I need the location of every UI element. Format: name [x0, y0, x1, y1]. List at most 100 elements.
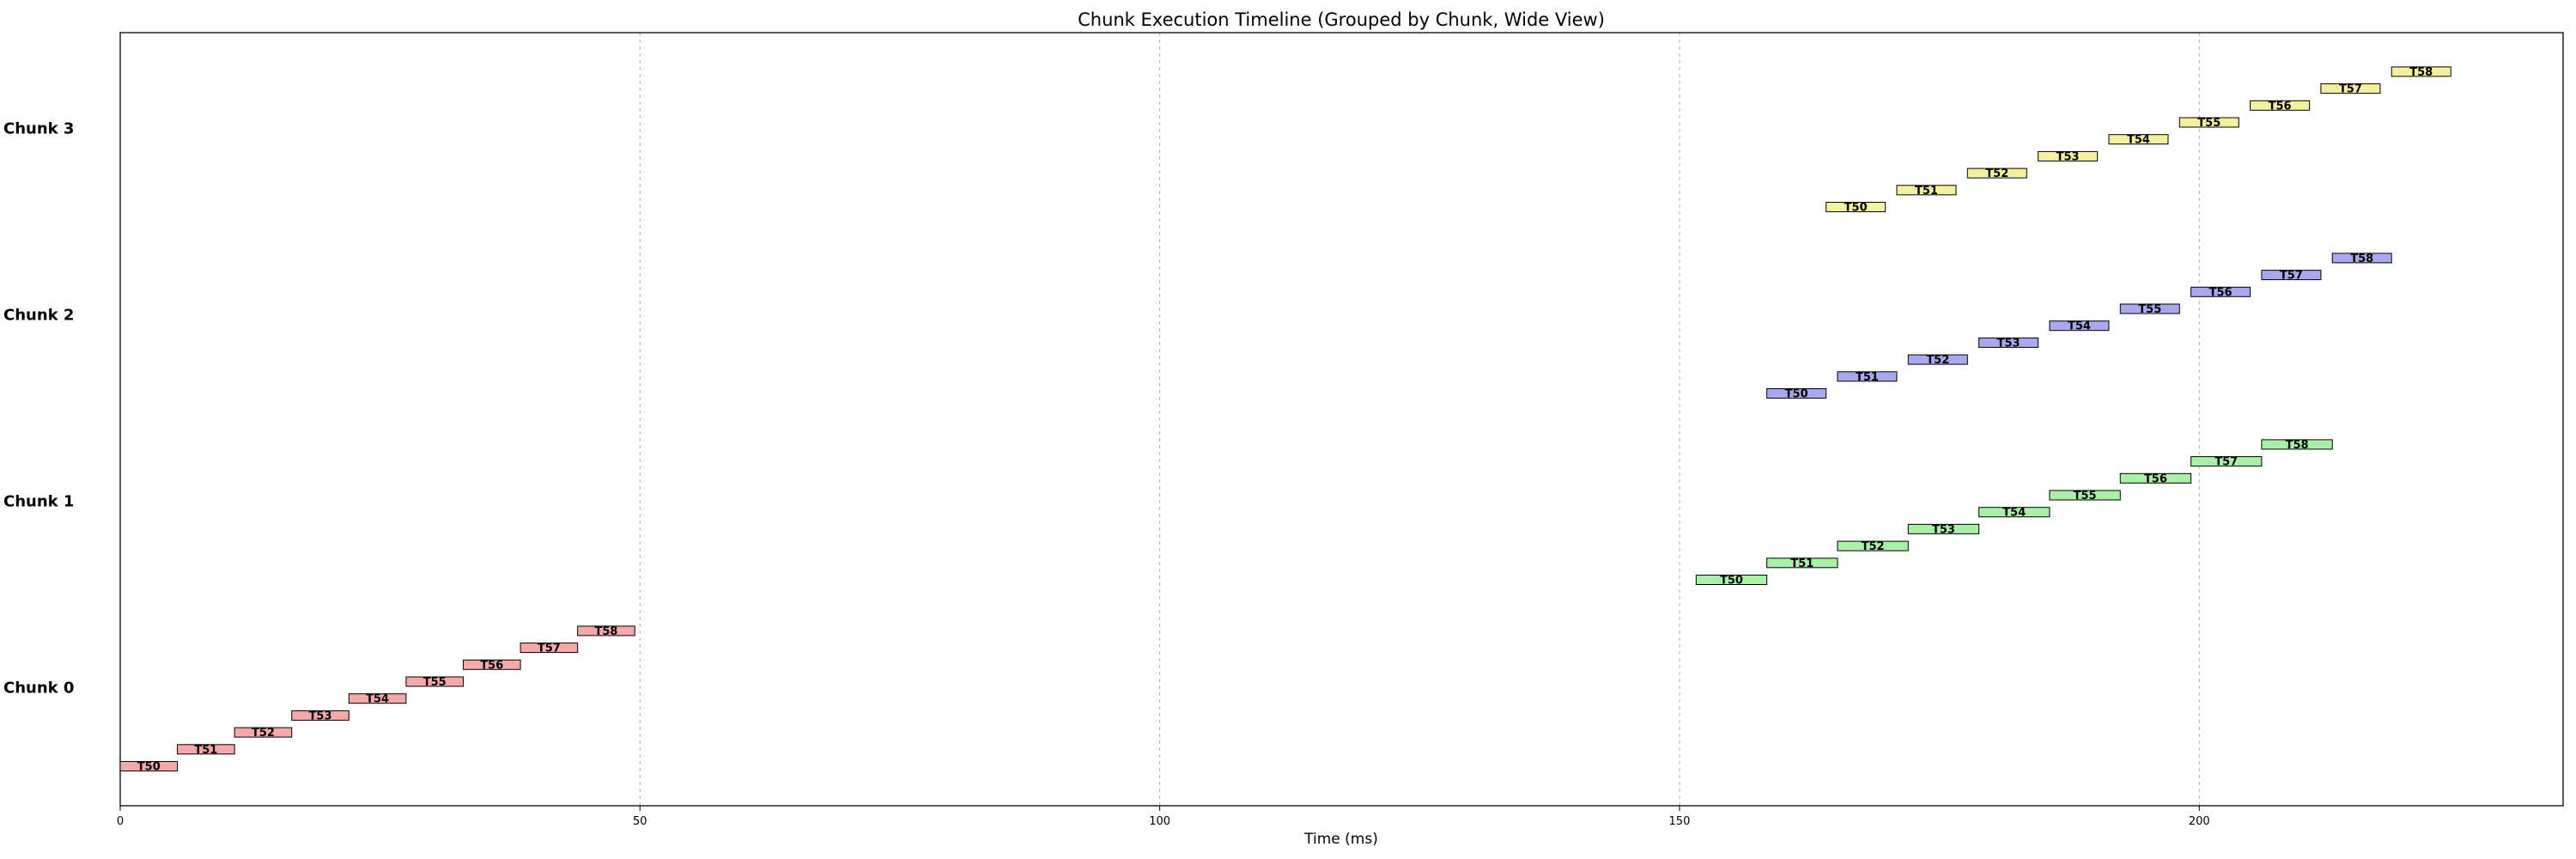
chunk-label: Chunk 1 [3, 492, 74, 510]
task-label: T57 [538, 643, 561, 655]
task-bar: T56 [2250, 100, 2311, 113]
task-bar: T54 [2108, 134, 2169, 147]
task-bar: T56 [463, 659, 521, 672]
task-bar-rect [1966, 168, 2027, 179]
task-bar: T54 [2049, 320, 2110, 333]
task-bar: T54 [1978, 507, 2050, 520]
task-label: T55 [423, 676, 447, 689]
task-bar-rect [234, 727, 293, 738]
task-label: T57 [2280, 270, 2303, 283]
task-label: T55 [2074, 490, 2097, 503]
task-bar: T58 [2331, 253, 2392, 265]
task-label: T50 [1844, 202, 1868, 215]
x-axis: 0 50 100 150 200 [117, 806, 2210, 828]
task-bar-rect [2178, 117, 2239, 128]
task-bar: T56 [2190, 286, 2251, 299]
task-bar: T55 [2178, 117, 2239, 130]
task-bar: T52 [1966, 168, 2027, 180]
task-bar: T50 [1766, 388, 1827, 401]
task-bar: T57 [2190, 456, 2263, 469]
task-bar-rect [1837, 540, 1909, 551]
task-label: T58 [2350, 253, 2373, 265]
task-bar-rect [119, 761, 179, 771]
task-label: T52 [1926, 354, 1949, 367]
x-tick-label: 100 [1149, 815, 1170, 828]
task-bar-rect [2190, 286, 2251, 297]
task-label: T57 [2339, 83, 2362, 96]
task-bar-rect [1907, 523, 1980, 534]
task-bar-rect [1766, 557, 1838, 569]
task-bar: T57 [2261, 270, 2322, 283]
task-label: T53 [2057, 150, 2080, 163]
grid [639, 33, 2200, 806]
task-bar-rect [1695, 575, 1768, 585]
task-bar-rect [2391, 66, 2451, 77]
chunk-label: Chunk 2 [3, 306, 74, 324]
task-bar-rect [2049, 490, 2121, 501]
task-bar: T51 [1837, 371, 1898, 384]
task-label: T51 [1790, 557, 1814, 570]
task-label: T54 [2127, 134, 2150, 147]
task-label: T56 [2269, 100, 2292, 113]
task-label: T56 [2209, 286, 2233, 299]
task-label: T55 [2197, 117, 2221, 130]
task-label: T51 [1856, 371, 1879, 384]
task-label: T57 [2215, 456, 2238, 469]
plot-area [119, 32, 2564, 807]
task-bar-rect [1896, 185, 1957, 196]
task-bar: T52 [1907, 354, 1968, 367]
task-bar-rect [2108, 134, 2169, 145]
x-tick-label: 200 [2189, 815, 2210, 828]
chunk-label: Chunk 0 [3, 679, 74, 697]
task-bar-rect [2261, 439, 2333, 450]
task-bar-rect [2038, 150, 2099, 161]
x-tick-label: 50 [633, 815, 647, 828]
task-label: T58 [594, 625, 617, 638]
task-bar: T53 [2038, 150, 2099, 163]
task-label: T53 [1997, 337, 2020, 350]
task-bar: T53 [1978, 337, 2039, 350]
task-bar: T56 [2119, 472, 2192, 485]
task-label: T52 [1985, 168, 2008, 180]
task-bar-rect [463, 659, 521, 670]
task-bar: T50 [1826, 202, 1886, 215]
chart-title: Chunk Execution Timeline (Grouped by Chu… [1078, 9, 1605, 30]
task-label: T53 [1932, 523, 1955, 536]
task-label: T53 [309, 710, 332, 722]
task-label: T54 [2068, 320, 2091, 333]
task-label: T50 [1720, 575, 1743, 588]
task-bar: T55 [2049, 490, 2121, 503]
task-bar: T55 [405, 676, 465, 689]
task-bar-rect [291, 710, 349, 721]
task-bar-rect [1978, 337, 2039, 348]
bars: T50 T51 T52 T53 T54 T55 T56 T57 T58 T50 T51 T52 T53 T… [119, 66, 2451, 774]
task-bar-rect [1826, 202, 1886, 212]
task-label: T51 [1915, 185, 1938, 198]
task-bar-rect [2250, 100, 2311, 111]
task-bar-rect [2261, 270, 2322, 281]
x-tick-label: 150 [1669, 815, 1691, 828]
task-bar-rect [2119, 303, 2180, 314]
task-bar: T53 [291, 710, 349, 722]
task-label: T51 [194, 744, 217, 757]
task-bar-rect [2320, 83, 2381, 94]
task-bar-rect [1837, 371, 1898, 382]
x-tick-label: 0 [117, 815, 124, 828]
task-bar-rect [2049, 320, 2110, 332]
task-bar: T58 [577, 625, 635, 638]
task-bar-rect [177, 744, 235, 755]
task-bar: T58 [2391, 66, 2451, 79]
task-bar-rect [1978, 507, 2050, 518]
task-bar: T54 [348, 693, 407, 706]
task-bar: T55 [2119, 303, 2180, 316]
row-labels: Chunk 0 Chunk 1 Chunk 2 Chunk 3 [3, 119, 74, 697]
task-bar: T52 [234, 727, 293, 740]
task-bar: T52 [1837, 540, 1909, 553]
task-bar-rect [2119, 472, 2192, 484]
task-bar: T51 [1766, 557, 1838, 570]
task-bar: T58 [2261, 439, 2333, 452]
task-label: T52 [252, 727, 275, 740]
task-label: T54 [2002, 507, 2026, 520]
task-bar: T51 [1896, 185, 1957, 198]
